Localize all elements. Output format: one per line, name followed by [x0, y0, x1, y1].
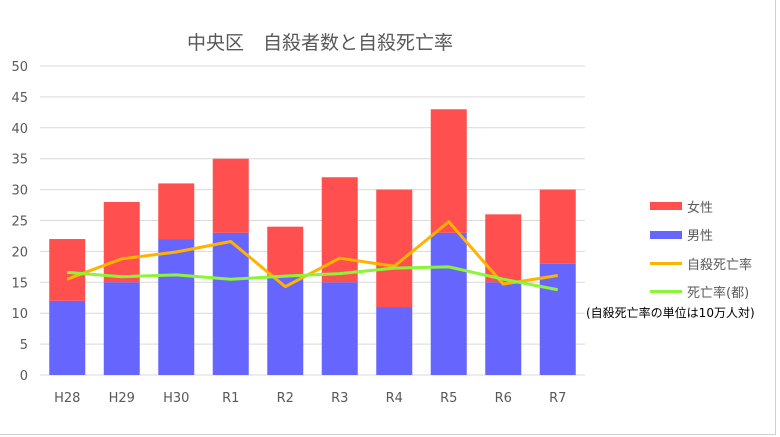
y-tick-label: 20	[11, 245, 28, 260]
bar-男性	[158, 239, 195, 375]
bar-男性	[212, 232, 249, 375]
bar-女性	[430, 109, 467, 233]
y-tick-label: 25	[11, 215, 28, 230]
bar-女性	[485, 214, 522, 283]
legend-label: 女性	[687, 200, 714, 216]
bar-女性	[212, 158, 249, 233]
bar-女性	[376, 189, 413, 308]
line-自殺死亡率	[66, 220, 558, 289]
y-tick-label: 45	[11, 91, 28, 106]
bar-女性	[103, 201, 140, 283]
x-tick-label: R7	[549, 391, 566, 406]
legend-label: 男性	[687, 229, 714, 245]
legend-item: 自殺死亡率	[650, 249, 752, 278]
x-tick-label: R6	[495, 391, 512, 406]
legend: 女性男性自殺死亡率死亡率(都)	[650, 192, 752, 306]
x-tick-label: H28	[54, 391, 80, 406]
bar-女性	[267, 226, 304, 277]
legend-swatch	[650, 261, 682, 265]
y-tick-label: 0	[20, 369, 28, 384]
y-tick-label: 50	[11, 60, 28, 75]
y-tick-label: 40	[11, 122, 28, 137]
line-死亡率(都)	[67, 265, 559, 292]
bar-女性	[539, 189, 576, 264]
y-tick-label: 35	[11, 153, 28, 168]
bar-男性	[321, 282, 358, 375]
legend-label: 死亡率(都)	[687, 286, 750, 302]
legend-label: 自殺死亡率	[687, 257, 753, 273]
bar-男性	[376, 307, 413, 375]
bar-男性	[539, 263, 576, 375]
bar-男性	[485, 282, 522, 375]
x-tick-label: H30	[163, 391, 189, 406]
bar-男性	[103, 282, 140, 375]
y-tick-label: 15	[11, 276, 28, 291]
bar-男性	[49, 300, 86, 375]
legend-swatch	[650, 230, 682, 239]
legend-item: 男性	[650, 221, 752, 250]
legend-item: 女性	[650, 192, 752, 221]
unit-note: (自殺死亡率の単位は10万人対)	[586, 306, 755, 320]
legend-swatch	[650, 202, 682, 211]
legend-item: 死亡率(都)	[650, 278, 752, 307]
bar-女性	[49, 239, 86, 301]
x-tick-label: R5	[440, 391, 457, 406]
bar-男性	[267, 276, 304, 375]
bar-女性	[158, 183, 195, 240]
x-tick-label: H29	[109, 391, 135, 406]
bar-女性	[321, 177, 358, 283]
x-tick-label: R2	[277, 391, 294, 406]
bar-男性	[430, 232, 467, 375]
x-tick-label: R3	[331, 391, 348, 406]
y-tick-label: 30	[11, 184, 28, 199]
chart-title: 中央区 自殺者数と自殺死亡率	[186, 32, 453, 54]
x-tick-label: R4	[386, 391, 403, 406]
x-tick-label: R1	[222, 391, 239, 406]
legend-swatch	[650, 290, 682, 294]
y-tick-label: 10	[11, 307, 28, 322]
y-tick-label: 5	[20, 338, 28, 353]
